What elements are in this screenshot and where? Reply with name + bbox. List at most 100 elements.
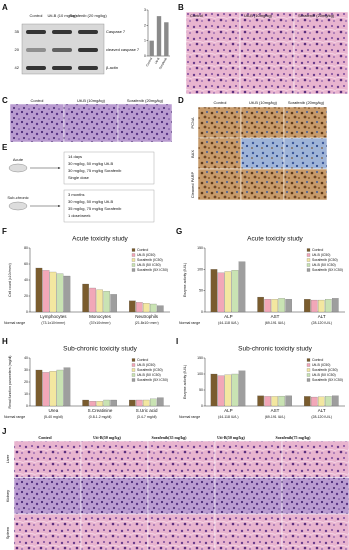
band bbox=[78, 30, 98, 34]
x-tick-label: Uti-B bbox=[154, 57, 161, 65]
legend-swatch bbox=[306, 268, 311, 272]
column-label: Uti-B(50 mg/kg) bbox=[217, 435, 245, 440]
legend-swatch bbox=[306, 378, 311, 382]
micrograph bbox=[147, 477, 216, 515]
bar bbox=[332, 298, 339, 313]
x-tick-label: S.Creatinine bbox=[88, 408, 113, 413]
y-tick-label: 20 bbox=[24, 380, 28, 384]
legend-label: Sorafenib (IC50) bbox=[137, 368, 163, 372]
bar bbox=[35, 369, 43, 407]
panel-label: I bbox=[176, 337, 178, 346]
micrograph bbox=[283, 137, 328, 170]
legend-swatch bbox=[306, 263, 311, 267]
bar bbox=[82, 399, 89, 407]
column-label: Control bbox=[214, 100, 227, 105]
micrograph bbox=[281, 440, 349, 478]
micrograph bbox=[240, 168, 285, 201]
range-label: (37x10³/mm³) bbox=[89, 321, 110, 325]
range-label: (73.1x10³/mm³) bbox=[41, 321, 65, 325]
marker-label: 20 bbox=[15, 47, 20, 52]
bar bbox=[304, 396, 311, 407]
y-tick-label: 0 bbox=[144, 54, 146, 58]
bar bbox=[149, 40, 154, 56]
bar bbox=[156, 16, 162, 57]
x-tick-label: Control bbox=[145, 57, 153, 68]
bar bbox=[89, 401, 96, 407]
panel-label: F bbox=[2, 227, 7, 236]
bar bbox=[82, 283, 89, 313]
micrograph bbox=[80, 513, 149, 550]
legend-label: Control bbox=[137, 358, 149, 362]
y-tick-label: 0 bbox=[201, 404, 203, 408]
protocol-text: 14 days bbox=[68, 154, 82, 159]
legend-swatch bbox=[131, 253, 136, 257]
bar bbox=[231, 270, 239, 313]
protocol-text: Single dose bbox=[68, 175, 90, 180]
panel-label: C bbox=[2, 96, 8, 105]
protocol-text: 1 dose/week bbox=[68, 213, 90, 218]
column-label: Uti-B (10mg/kg) bbox=[244, 13, 273, 18]
bar bbox=[325, 299, 332, 313]
bar bbox=[63, 275, 71, 313]
micrograph bbox=[185, 11, 241, 95]
bar bbox=[42, 372, 50, 407]
legend-swatch bbox=[131, 358, 136, 362]
normal-range-label: Normal range bbox=[179, 415, 200, 419]
bar bbox=[217, 272, 225, 313]
column-label: Sorafenib (20mg/kg) bbox=[298, 13, 335, 18]
protocol-text: 35 mg/kg, 75 mg/kg Sorafenib bbox=[68, 206, 122, 211]
micrograph bbox=[13, 513, 82, 550]
bar bbox=[332, 395, 339, 407]
band bbox=[26, 30, 46, 34]
bar bbox=[143, 303, 150, 313]
bar bbox=[278, 395, 285, 407]
bar bbox=[56, 273, 64, 313]
range-label: (5-40 mg/dl) bbox=[44, 415, 63, 419]
legend-swatch bbox=[306, 363, 311, 367]
bar bbox=[257, 296, 264, 313]
protocol-text: 30 mg/kg, 75 mg/kg Sorafenib bbox=[68, 168, 122, 173]
column-label: Control bbox=[190, 13, 203, 18]
legend-label: Uti-B (5X IC50) bbox=[312, 263, 336, 267]
micrograph bbox=[117, 103, 173, 143]
column-label: Uti-B (10mg/kg) bbox=[249, 100, 278, 105]
marker-label: 35 bbox=[15, 29, 20, 34]
bar bbox=[103, 291, 110, 313]
row-label: PCNA bbox=[190, 117, 195, 128]
panel-label: E bbox=[2, 143, 8, 152]
legend-label: Sorafenib (5X IC50) bbox=[312, 268, 343, 272]
legend-label: Uti-B (5X IC50) bbox=[137, 263, 161, 267]
y-tick-label: 40 bbox=[24, 278, 28, 282]
y-tick-label: 30 bbox=[24, 368, 28, 372]
bar bbox=[311, 299, 318, 313]
legend-swatch bbox=[306, 258, 311, 262]
y-tick-label: 50 bbox=[199, 289, 203, 293]
micrograph bbox=[240, 137, 285, 170]
micrograph bbox=[9, 103, 65, 143]
bar bbox=[35, 267, 43, 313]
legend-label: Uti-B (5X IC50) bbox=[312, 373, 336, 377]
lane-label: Uti-B (10 mg/kg) bbox=[47, 13, 77, 18]
legend-label: Sorafenib (IC50) bbox=[312, 258, 338, 262]
micrograph bbox=[197, 137, 242, 170]
bar bbox=[217, 375, 225, 407]
panel-label: D bbox=[178, 96, 184, 105]
panel-label: J bbox=[2, 427, 6, 436]
legend-label: Uti-B (IC50) bbox=[312, 363, 330, 367]
bar bbox=[304, 299, 311, 313]
legend-label: Control bbox=[312, 358, 324, 362]
legend-label: Uti-B (IC50) bbox=[137, 253, 155, 257]
bar bbox=[63, 367, 71, 407]
y-tick-label: 50 bbox=[199, 388, 203, 392]
range-label: (44-118 IU/L) bbox=[218, 321, 238, 325]
legend-swatch bbox=[131, 258, 136, 262]
band-label: cleaved caspase 7 bbox=[106, 47, 140, 52]
legend-swatch bbox=[306, 253, 311, 257]
legend-swatch bbox=[131, 268, 136, 272]
bar bbox=[103, 399, 110, 407]
micrograph bbox=[281, 477, 349, 515]
micrograph bbox=[214, 440, 283, 478]
bar bbox=[129, 300, 136, 313]
column-label: Uti-B (10mg/kg) bbox=[77, 98, 106, 103]
